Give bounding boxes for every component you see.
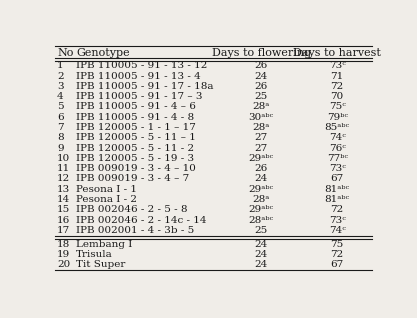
- Text: Tit Super: Tit Super: [76, 260, 126, 269]
- Text: Pesona I - 2: Pesona I - 2: [76, 195, 137, 204]
- Text: 18: 18: [57, 239, 70, 249]
- Text: 27: 27: [255, 144, 268, 153]
- Text: IPB 110005 - 91 - 4 - 8: IPB 110005 - 91 - 4 - 8: [76, 113, 194, 122]
- Text: 20: 20: [57, 260, 70, 269]
- Text: 24: 24: [255, 260, 268, 269]
- Text: No: No: [57, 48, 73, 58]
- Text: IPB 110005 - 91 - 4 – 6: IPB 110005 - 91 - 4 – 6: [76, 102, 196, 112]
- Text: IPB 120005 - 5 - 11 - 2: IPB 120005 - 5 - 11 - 2: [76, 144, 194, 153]
- Text: IPB 110005 - 91 - 13 - 12: IPB 110005 - 91 - 13 - 12: [76, 61, 207, 70]
- Text: 81ᵃᵇᶜ: 81ᵃᵇᶜ: [325, 195, 350, 204]
- Text: IPB 120005 - 1 - 1 – 17: IPB 120005 - 1 - 1 – 17: [76, 123, 196, 132]
- Text: 13: 13: [57, 185, 70, 194]
- Text: 5: 5: [57, 102, 64, 112]
- Text: 19: 19: [57, 250, 70, 259]
- Text: 1: 1: [57, 61, 64, 70]
- Text: Pesona I - 1: Pesona I - 1: [76, 185, 137, 194]
- Text: 4: 4: [57, 92, 64, 101]
- Text: 10: 10: [57, 154, 70, 163]
- Text: 17: 17: [57, 226, 70, 235]
- Text: 6: 6: [57, 113, 64, 122]
- Text: 74ᶜ: 74ᶜ: [329, 226, 346, 235]
- Text: IPB 120005 - 5 - 11 – 1: IPB 120005 - 5 - 11 – 1: [76, 133, 196, 142]
- Text: 72: 72: [331, 82, 344, 91]
- Text: 2: 2: [57, 72, 64, 81]
- Text: Lembang I: Lembang I: [76, 239, 132, 249]
- Text: 24: 24: [255, 175, 268, 183]
- Text: IPB 110005 - 91 - 17 - 18a: IPB 110005 - 91 - 17 - 18a: [76, 82, 214, 91]
- Text: 24: 24: [255, 239, 268, 249]
- Text: Days to harvest: Days to harvest: [293, 48, 381, 58]
- Text: 72: 72: [331, 250, 344, 259]
- Text: 12: 12: [57, 175, 70, 183]
- Text: Trisula: Trisula: [76, 250, 113, 259]
- Text: IPB 009019 - 3 - 4 – 7: IPB 009019 - 3 - 4 – 7: [76, 175, 189, 183]
- Text: 8: 8: [57, 133, 64, 142]
- Text: 67: 67: [331, 260, 344, 269]
- Text: 25: 25: [255, 92, 268, 101]
- Text: 70: 70: [331, 92, 344, 101]
- Text: 25: 25: [255, 226, 268, 235]
- Text: 28ᵃ: 28ᵃ: [253, 195, 270, 204]
- Text: 67: 67: [331, 175, 344, 183]
- Text: 29ᵃᵇᶜ: 29ᵃᵇᶜ: [249, 185, 274, 194]
- Text: 73ᶜ: 73ᶜ: [329, 216, 346, 225]
- Text: IPB 002046 - 2 - 5 - 8: IPB 002046 - 2 - 5 - 8: [76, 205, 188, 214]
- Text: 26: 26: [255, 164, 268, 173]
- Text: 30ᵃᵇᶜ: 30ᵃᵇᶜ: [249, 113, 274, 122]
- Text: 26: 26: [255, 82, 268, 91]
- Text: 14: 14: [57, 195, 70, 204]
- Text: 24: 24: [255, 72, 268, 81]
- Text: 81ᵃᵇᶜ: 81ᵃᵇᶜ: [325, 185, 350, 194]
- Text: 27: 27: [255, 133, 268, 142]
- Text: 7: 7: [57, 123, 64, 132]
- Text: 16: 16: [57, 216, 70, 225]
- Text: 28ᵃ: 28ᵃ: [253, 102, 270, 112]
- Text: 29ᵃᵇᶜ: 29ᵃᵇᶜ: [249, 205, 274, 214]
- Text: 76ᶜ: 76ᶜ: [329, 144, 346, 153]
- Text: 73ᶜ: 73ᶜ: [329, 164, 346, 173]
- Text: 74ᶜ: 74ᶜ: [329, 133, 346, 142]
- Text: 75ᶜ: 75ᶜ: [329, 102, 346, 112]
- Text: 72: 72: [331, 205, 344, 214]
- Text: Genotype: Genotype: [76, 48, 130, 58]
- Text: IPB 110005 - 91 - 13 - 4: IPB 110005 - 91 - 13 - 4: [76, 72, 201, 81]
- Text: 26: 26: [255, 61, 268, 70]
- Text: IPB 110005 - 91 - 17 – 3: IPB 110005 - 91 - 17 – 3: [76, 92, 203, 101]
- Text: 28ᵃᵇᶜ: 28ᵃᵇᶜ: [249, 216, 274, 225]
- Text: 9: 9: [57, 144, 64, 153]
- Text: 73ᶜ: 73ᶜ: [329, 61, 346, 70]
- Text: 79ᵇᶜ: 79ᵇᶜ: [327, 113, 348, 122]
- Text: 75: 75: [331, 239, 344, 249]
- Text: IPB 002001 - 4 - 3b - 5: IPB 002001 - 4 - 3b - 5: [76, 226, 194, 235]
- Text: 77ᵇᶜ: 77ᵇᶜ: [327, 154, 348, 163]
- Text: IPB 120005 - 5 - 19 - 3: IPB 120005 - 5 - 19 - 3: [76, 154, 194, 163]
- Text: 11: 11: [57, 164, 70, 173]
- Text: 71: 71: [331, 72, 344, 81]
- Text: 24: 24: [255, 250, 268, 259]
- Text: 85ᵃᵇᶜ: 85ᵃᵇᶜ: [325, 123, 350, 132]
- Text: Days to flowering: Days to flowering: [212, 48, 311, 58]
- Text: IPB 002046 - 2 - 14c - 14: IPB 002046 - 2 - 14c - 14: [76, 216, 206, 225]
- Text: IPB 009019 - 3 - 4 – 10: IPB 009019 - 3 - 4 – 10: [76, 164, 196, 173]
- Text: 3: 3: [57, 82, 64, 91]
- Text: 28ᵃ: 28ᵃ: [253, 123, 270, 132]
- Text: 15: 15: [57, 205, 70, 214]
- Text: 29ᵃᵇᶜ: 29ᵃᵇᶜ: [249, 154, 274, 163]
